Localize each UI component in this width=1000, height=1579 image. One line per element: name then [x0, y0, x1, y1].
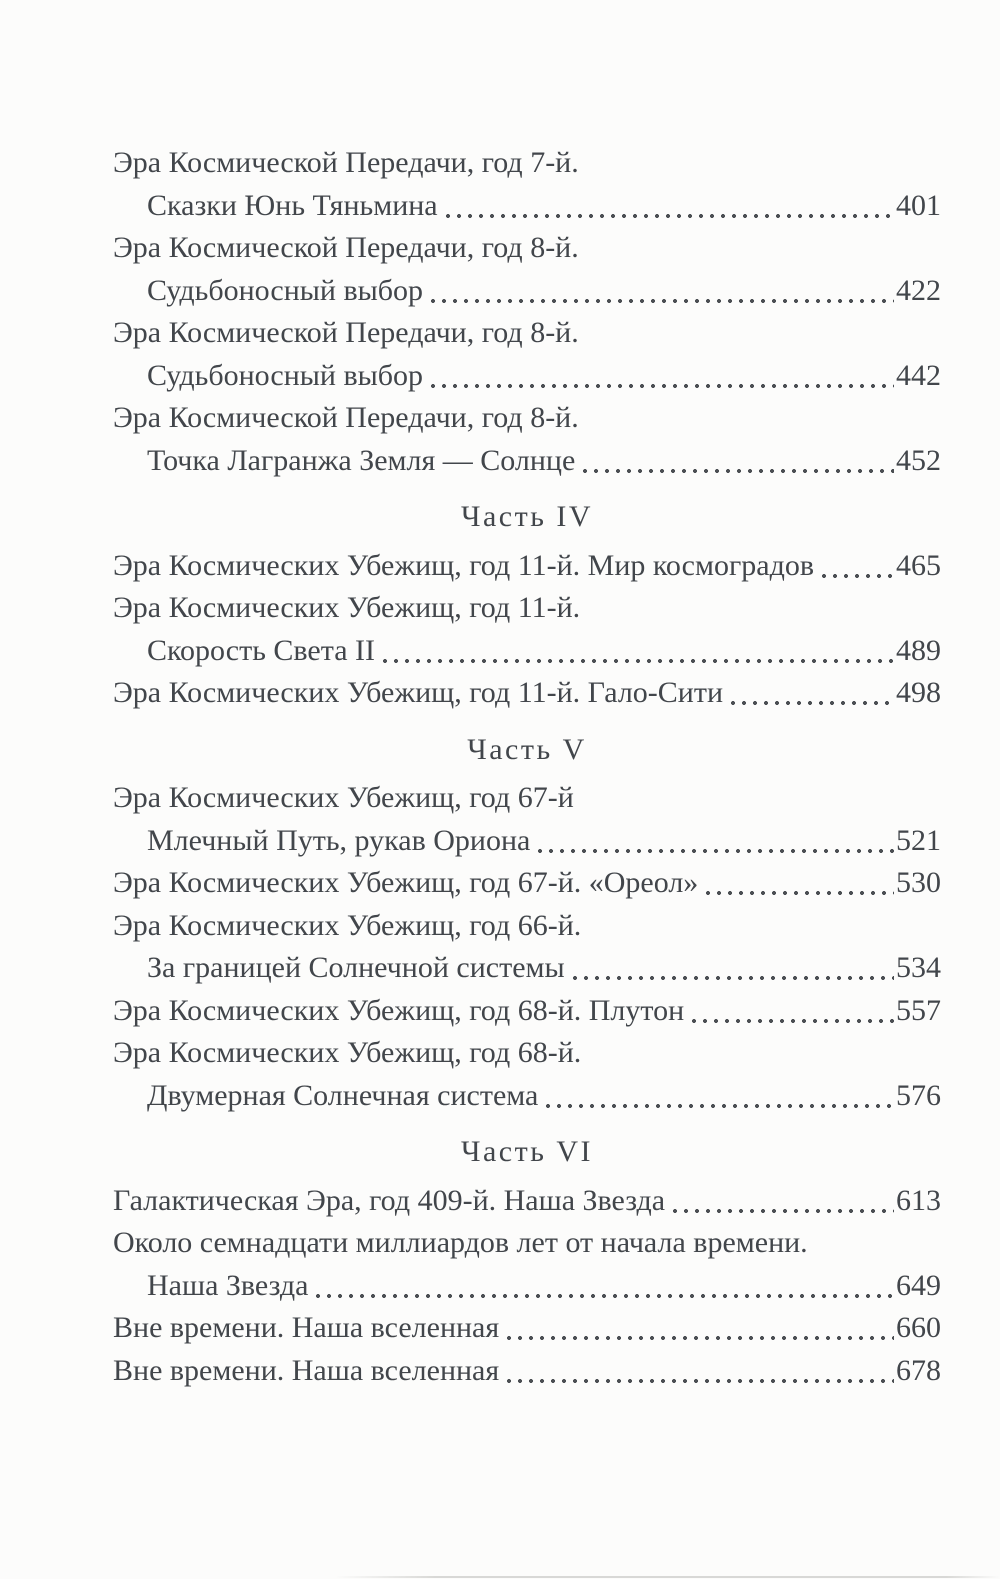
toc-entry: За границей Солнечной системы 534	[113, 947, 941, 990]
toc-entry: Скорость Света II 489	[113, 629, 941, 672]
dot-leader	[428, 269, 894, 312]
toc-entry-title: Эра Космических Убежищ, год 11-й. Мир ко…	[113, 548, 815, 582]
toc-page-number: 498	[896, 676, 941, 709]
toc-page-number: 489	[896, 633, 941, 667]
toc-entry: Эра Космических Убежищ, год 11-й. Гало-С…	[113, 672, 941, 715]
toc-entry: Эра Космических Убежищ, год 67-й	[113, 777, 941, 820]
toc-entry-title: Эра Космической Передачи, год 8-й.	[113, 316, 579, 349]
toc-entry-title: Млечный Путь, рукав Ориона	[147, 823, 531, 857]
toc-entry: Эра Космических Убежищ, год 67-й. «Ореол…	[113, 862, 941, 905]
toc-entry-title: Двумерная Солнечная система	[147, 1078, 539, 1112]
toc-entry-title: Судьбоносный выбор	[147, 273, 424, 307]
toc-page-number: 678	[896, 1353, 941, 1387]
toc-entry: Эра Космических Убежищ, год 66-й.	[113, 905, 941, 948]
dot-leader	[535, 819, 894, 862]
toc-entry: Млечный Путь, рукав Ориона 521	[113, 819, 941, 862]
toc-entry-title: Наша Звезда	[147, 1268, 309, 1302]
toc-entry: Эра Космических Убежищ, год 11-й. Мир ко…	[113, 544, 941, 587]
toc-entry-title: За границей Солнечной системы	[147, 951, 565, 984]
toc-page-number: 401	[896, 188, 941, 222]
toc-entry-title: Эра Космических Убежищ, год 68-й.	[113, 1036, 582, 1069]
toc-entry: Судьбоносный выбор 422	[113, 269, 941, 312]
toc-page-number: 465	[896, 548, 941, 582]
toc-page-number: 649	[896, 1268, 941, 1302]
dot-leader	[819, 544, 894, 587]
toc-entry: Эра Космической Передачи, год 7-й.	[113, 142, 941, 185]
toc-entry-title: Эра Космической Передачи, год 7-й.	[113, 146, 579, 179]
part-heading: Часть IV	[460, 500, 594, 533]
dot-leader	[504, 1307, 894, 1350]
toc-page-number: 534	[896, 951, 941, 984]
toc-entry-title: Вне времени. Наша вселенная	[113, 1353, 500, 1387]
toc-entry-title: Эра Космических Убежищ, год 68-й. Плутон	[113, 993, 685, 1027]
toc-entry: Эра Космической Передачи, год 8-й.	[113, 397, 941, 440]
toc-entry: Эра Космической Передачи, год 8-й.	[113, 312, 941, 355]
dot-leader	[580, 439, 894, 482]
toc-entry: Эра Космических Убежищ, год 68-й.	[113, 1032, 941, 1075]
toc-entry: Около семнадцати миллиардов лет от начал…	[113, 1222, 941, 1265]
toc-entry-title: Эра Космической Передачи, год 8-й.	[113, 231, 579, 264]
toc-entry: Судьбоносный выбор 442	[113, 354, 941, 397]
toc-entry-title: Эра Космической Передачи, год 8-й.	[113, 401, 579, 434]
toc-entry: Вне времени. Наша вселенная 660	[113, 1307, 941, 1350]
toc-entry-title: Эра Космических Убежищ, год 67-й	[113, 781, 574, 814]
toc-entry-title: Около семнадцати миллиардов лет от начал…	[113, 1226, 808, 1259]
toc-entry: Сказки Юнь Тяньмина 401	[113, 184, 941, 227]
part-heading: Часть V	[467, 732, 587, 766]
dot-leader	[504, 1349, 894, 1392]
toc-page-number: 557	[896, 993, 941, 1027]
dot-leader	[728, 672, 894, 715]
toc-page-number: 530	[896, 866, 941, 899]
toc-entry-title: Галактическая Эра, год 409-й. Наша Звезд…	[113, 1183, 666, 1217]
toc-entry-title: Судьбоносный выбор	[147, 358, 424, 392]
dot-leader	[670, 1179, 894, 1222]
toc-entry-title: Вне времени. Наша вселенная	[113, 1311, 500, 1344]
toc-page-number: 452	[896, 443, 941, 477]
dot-leader	[380, 629, 894, 672]
toc-entry: Вне времени. Наша вселенная 678	[113, 1349, 941, 1392]
dot-leader	[442, 184, 894, 227]
dot-leader	[543, 1074, 894, 1117]
part-heading: Часть VI	[460, 1135, 594, 1168]
toc-entry: Галактическая Эра, год 409-й. Наша Звезд…	[113, 1179, 941, 1222]
toc-page-number: 613	[896, 1183, 941, 1217]
scan-edge-shadow	[335, 1576, 1000, 1578]
toc-page-number: 442	[896, 358, 941, 392]
dot-leader	[569, 947, 894, 990]
dot-leader	[313, 1264, 894, 1307]
dot-leader	[703, 862, 894, 905]
toc-page-number: 576	[896, 1078, 941, 1112]
toc-entry: Эра Космических Убежищ, год 68-й. Плутон…	[113, 989, 941, 1032]
toc-entry: Эра Космических Убежищ, год 11-й.	[113, 587, 941, 630]
dot-leader	[428, 354, 894, 397]
dot-leader	[689, 989, 894, 1032]
toc-entry: Эра Космической Передачи, год 8-й.	[113, 227, 941, 270]
toc-entry: Двумерная Солнечная система 576	[113, 1074, 941, 1117]
toc-entry-title: Эра Космических Убежищ, год 11-й.	[113, 591, 581, 624]
toc-entry-title: Точка Лагранжа Земля — Солнце	[147, 443, 576, 477]
toc-entry: Наша Звезда 649	[113, 1264, 941, 1307]
toc-entry-title: Эра Космических Убежищ, год 11-й. Гало-С…	[113, 676, 724, 709]
toc-entry-title: Эра Космических Убежищ, год 66-й.	[113, 908, 582, 942]
toc-entry-title: Сказки Юнь Тяньмина	[147, 188, 438, 222]
toc-page-number: 422	[896, 273, 941, 307]
toc-page-number: 660	[896, 1311, 941, 1344]
toc-entry-title: Эра Космических Убежищ, год 67-й. «Ореол…	[113, 866, 699, 899]
table-of-contents: Эра Космической Передачи, год 7-й. Сказк…	[113, 142, 941, 1392]
toc-page-number: 521	[896, 823, 941, 857]
toc-entry: Точка Лагранжа Земля — Солнце 452	[113, 439, 941, 482]
toc-entry-title: Скорость Света II	[147, 633, 376, 667]
